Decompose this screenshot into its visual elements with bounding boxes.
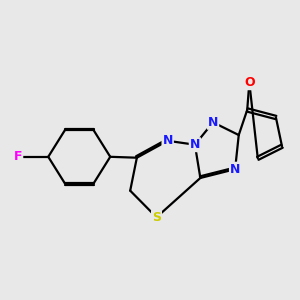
Text: N: N [163,134,173,147]
Text: N: N [190,138,200,151]
Text: O: O [244,76,255,89]
Text: F: F [14,150,22,163]
Text: N: N [208,116,218,129]
Text: S: S [152,211,161,224]
Text: N: N [230,163,240,176]
